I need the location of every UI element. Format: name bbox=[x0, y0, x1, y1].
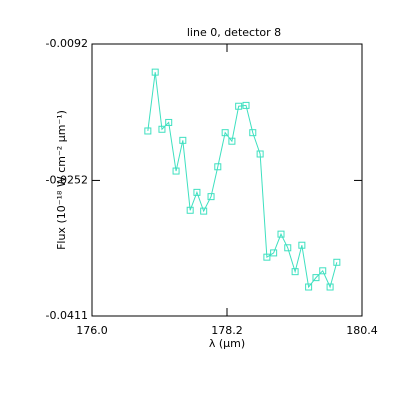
data-point bbox=[263, 253, 271, 261]
data-point bbox=[312, 274, 320, 282]
data-point bbox=[207, 193, 215, 201]
data-point bbox=[298, 241, 306, 249]
data-point bbox=[326, 283, 334, 291]
x-tick-label: 180.4 bbox=[346, 324, 378, 337]
data-point bbox=[193, 188, 201, 196]
data-point bbox=[158, 125, 166, 133]
data-point bbox=[151, 68, 159, 76]
data-point bbox=[284, 244, 292, 252]
data-point bbox=[305, 283, 313, 291]
data-point bbox=[249, 129, 257, 137]
data-point bbox=[333, 258, 341, 266]
data-point bbox=[228, 137, 236, 145]
y-tick-label: -0.0252 bbox=[46, 173, 88, 186]
data-point bbox=[179, 136, 187, 144]
data-point bbox=[270, 249, 278, 257]
data-point bbox=[165, 118, 173, 126]
data-point bbox=[144, 127, 152, 135]
y-tick-label: -0.0411 bbox=[46, 309, 88, 322]
data-point bbox=[200, 207, 208, 215]
y-tick-label: -0.0092 bbox=[46, 37, 88, 50]
x-tick-label: 176.0 bbox=[76, 324, 108, 337]
data-point bbox=[319, 267, 327, 275]
data-point bbox=[186, 206, 194, 214]
data-point bbox=[221, 129, 229, 137]
x-tick-label: 178.2 bbox=[211, 324, 243, 337]
data-line bbox=[147, 72, 338, 289]
data-point bbox=[214, 163, 222, 171]
data-point bbox=[242, 101, 250, 109]
chart-title: line 0, detector 8 bbox=[187, 26, 281, 39]
plot-frame bbox=[91, 43, 363, 317]
y-axis-label: Flux (10⁻¹⁸ W cm⁻² µm⁻¹) bbox=[55, 110, 68, 250]
data-point bbox=[291, 268, 299, 276]
data-point bbox=[172, 167, 180, 175]
data-point bbox=[277, 230, 285, 238]
data-point bbox=[256, 150, 264, 158]
x-axis-label: λ (µm) bbox=[209, 337, 245, 350]
data-point bbox=[235, 102, 243, 110]
